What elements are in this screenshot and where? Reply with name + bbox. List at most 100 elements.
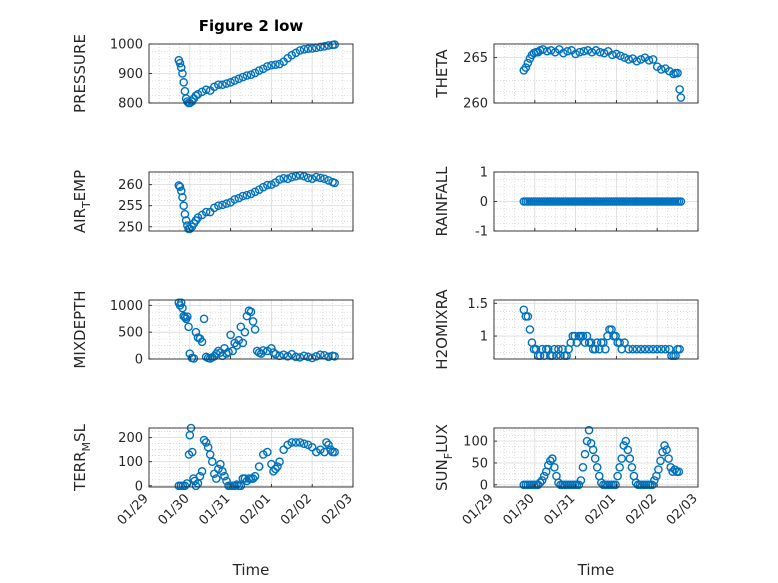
- data-point: [224, 347, 233, 357]
- data-point: [521, 63, 531, 72]
- data-point: [287, 172, 297, 182]
- data-point: [666, 463, 675, 472]
- data-point: [640, 344, 650, 354]
- data-point: [656, 344, 666, 354]
- data-point: [240, 474, 250, 483]
- y-axis-label: THETA: [433, 49, 451, 99]
- data-point: [234, 74, 244, 84]
- data-point: [263, 62, 272, 71]
- data-point: [179, 78, 188, 87]
- data-point: [539, 471, 549, 481]
- y-tick-label: 0: [480, 478, 488, 493]
- data-point: [307, 44, 317, 53]
- data-point: [546, 456, 555, 466]
- data-point: [191, 481, 201, 491]
- data-point: [218, 80, 227, 90]
- x-tick-label: 01/30: [501, 491, 538, 528]
- data-point: [179, 311, 188, 321]
- data-point: [320, 174, 329, 184]
- data-point: [311, 352, 321, 361]
- data-point: [240, 327, 250, 337]
- data-point: [579, 46, 589, 56]
- data-point: [535, 478, 545, 487]
- data-point: [537, 476, 547, 485]
- data-point: [209, 82, 219, 92]
- panel-air-temp: 250 255 260 AIRTEMP: [71, 170, 354, 235]
- panel-mixdepth: 0 500 1000 MIXDEPTH: [71, 290, 354, 369]
- data-point: [330, 352, 339, 361]
- y-tick-label: 0: [135, 479, 143, 494]
- y-tick-label: 100: [463, 435, 488, 450]
- data-point: [621, 436, 631, 446]
- data-point: [617, 454, 627, 463]
- data-point: [676, 197, 686, 206]
- y-tick-label: 100: [118, 455, 143, 470]
- data-point: [178, 192, 187, 202]
- data-point: [178, 69, 187, 78]
- data-point: [263, 447, 272, 457]
- data-point: [201, 438, 211, 447]
- panel-rainfall: -1 0 1 RAINFALL: [433, 166, 699, 240]
- data-point: [183, 312, 192, 321]
- data-point: [201, 207, 211, 217]
- data-point: [234, 193, 244, 203]
- data-point: [538, 45, 548, 54]
- data-point: [587, 47, 597, 57]
- data-point: [303, 352, 313, 362]
- axes-box: [148, 171, 354, 232]
- data-point: [550, 463, 559, 472]
- x-axis-label: Time: [577, 561, 615, 579]
- data-point: [178, 303, 187, 313]
- data-point: [295, 438, 305, 447]
- data-point: [176, 63, 186, 72]
- data-point: [523, 312, 533, 321]
- data-point: [250, 471, 260, 481]
- data-point: [267, 60, 276, 70]
- data-point: [222, 199, 231, 208]
- data-point: [230, 195, 239, 204]
- data-point: [246, 70, 256, 79]
- data-point: [271, 349, 280, 359]
- data-point: [254, 66, 264, 75]
- y-tick-label: 1: [480, 330, 488, 345]
- data-point: [316, 173, 325, 183]
- data-point: [307, 353, 317, 363]
- data-point: [187, 447, 197, 457]
- y-tick-label: 0: [480, 195, 488, 210]
- data-point: [180, 481, 190, 491]
- panel-sunflux: 0 50 100 01/29 01/30 01/31 02/01 02/02 02/03 Time…: [433, 424, 701, 579]
- data-point: [611, 480, 620, 490]
- data-point: [324, 41, 333, 50]
- panel-h2omixra: 1 1.5 H2OMIXRA: [433, 289, 699, 370]
- data-point: [303, 173, 313, 183]
- data-point: [199, 314, 209, 324]
- data-point: [592, 463, 602, 472]
- data-point: [242, 190, 252, 200]
- data-point: [615, 463, 624, 472]
- data-point: [248, 474, 258, 483]
- x-tick-label: 01/29: [115, 491, 152, 528]
- data-point: [176, 298, 186, 307]
- data-point: [632, 344, 642, 354]
- panel-terrmsl: 0 100 200 01/29 01/30 01/31 02/01 02/02 02/03 Tim…: [71, 423, 356, 579]
- x-tick-label: 02/02: [623, 491, 660, 528]
- data-point: [330, 447, 339, 457]
- data-point: [650, 476, 659, 485]
- data-point: [248, 317, 258, 326]
- data-point: [595, 47, 605, 57]
- x-tick-label: 01/29: [460, 491, 497, 528]
- data-point: [273, 462, 282, 471]
- data-point: [181, 216, 191, 225]
- data-point: [185, 224, 195, 234]
- data-point: [271, 464, 280, 474]
- data-point: [546, 46, 556, 55]
- data-point: [584, 425, 594, 435]
- data-point: [299, 439, 309, 448]
- data-point: [324, 352, 333, 362]
- data-point: [542, 46, 552, 56]
- data-point: [670, 465, 680, 474]
- data-point: [258, 346, 268, 355]
- y-tick-label: 1000: [110, 38, 143, 53]
- data-point: [254, 462, 264, 471]
